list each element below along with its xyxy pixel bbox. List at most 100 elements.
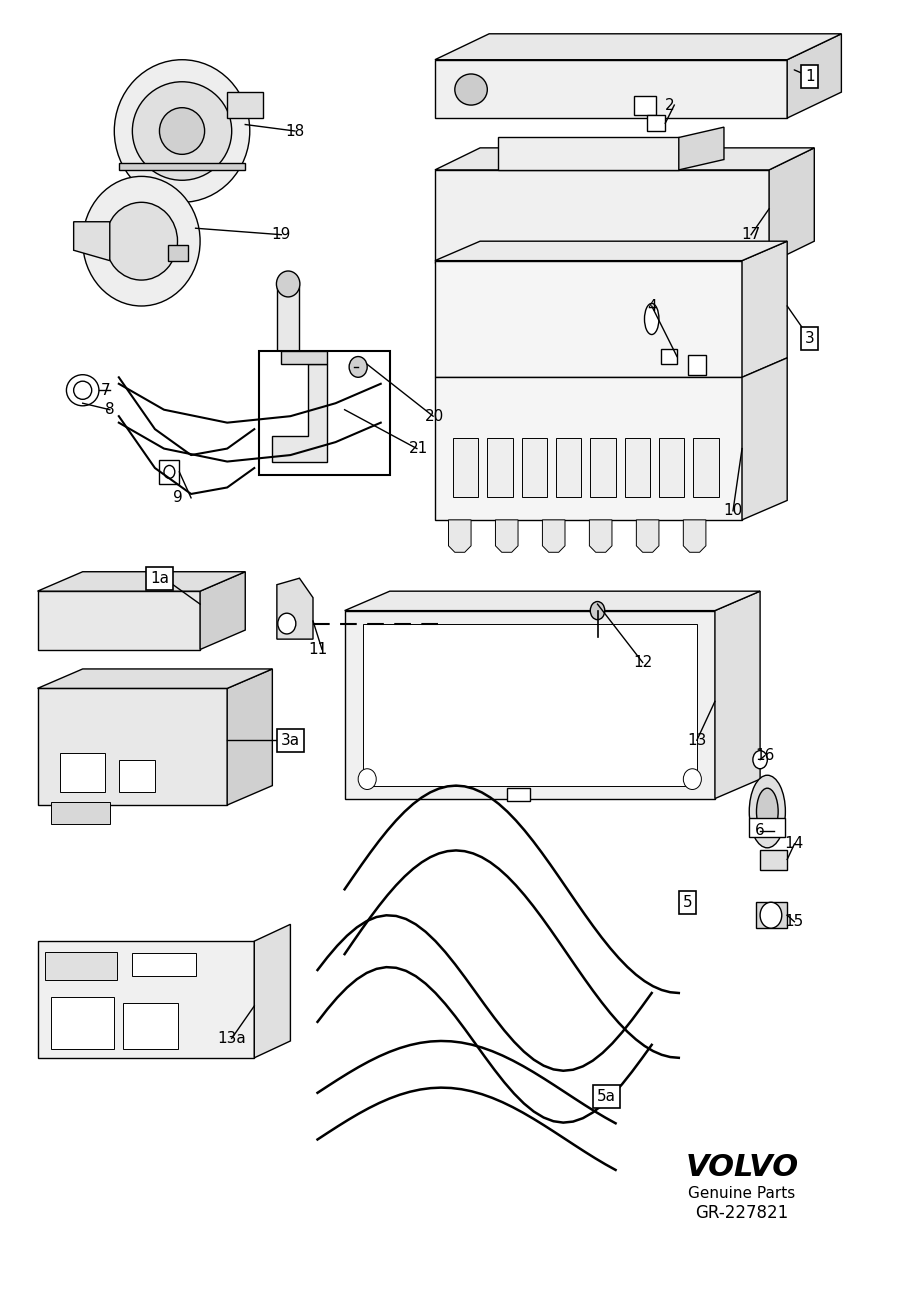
Polygon shape xyxy=(496,520,518,552)
Ellipse shape xyxy=(82,177,200,307)
Polygon shape xyxy=(679,127,724,170)
Polygon shape xyxy=(769,148,814,264)
Polygon shape xyxy=(543,520,565,552)
Text: 10: 10 xyxy=(723,503,743,518)
Ellipse shape xyxy=(591,601,604,620)
Polygon shape xyxy=(760,851,787,870)
Bar xyxy=(159,460,179,483)
Text: 4: 4 xyxy=(647,299,657,313)
Text: 17: 17 xyxy=(741,227,761,242)
Polygon shape xyxy=(37,572,246,591)
Bar xyxy=(119,760,155,792)
Text: 14: 14 xyxy=(785,837,804,851)
Bar xyxy=(647,116,665,131)
Ellipse shape xyxy=(66,374,99,405)
Ellipse shape xyxy=(164,465,175,478)
Polygon shape xyxy=(742,242,787,377)
Ellipse shape xyxy=(683,769,701,790)
Text: VOLVO: VOLVO xyxy=(686,1154,798,1182)
Ellipse shape xyxy=(276,271,300,297)
Text: 18: 18 xyxy=(285,123,304,139)
Bar xyxy=(507,788,530,801)
Text: 20: 20 xyxy=(425,409,445,423)
Bar xyxy=(693,438,718,496)
Polygon shape xyxy=(227,669,273,805)
Polygon shape xyxy=(435,242,787,261)
Ellipse shape xyxy=(349,356,367,377)
Text: 16: 16 xyxy=(755,748,775,764)
Polygon shape xyxy=(448,520,471,552)
Polygon shape xyxy=(590,520,612,552)
Polygon shape xyxy=(37,669,273,688)
Text: 7: 7 xyxy=(101,383,110,397)
Text: 15: 15 xyxy=(785,914,804,929)
Text: 3a: 3a xyxy=(281,733,300,748)
Bar xyxy=(659,438,684,496)
Polygon shape xyxy=(636,520,659,552)
Bar xyxy=(60,753,105,792)
Ellipse shape xyxy=(159,108,205,155)
Polygon shape xyxy=(37,591,200,650)
Bar xyxy=(227,92,264,118)
Bar xyxy=(259,351,390,474)
Text: 3: 3 xyxy=(805,331,814,346)
Text: GR-227821: GR-227821 xyxy=(696,1204,788,1222)
Bar xyxy=(522,438,547,496)
Bar xyxy=(633,96,656,116)
Polygon shape xyxy=(119,164,246,170)
Text: 2: 2 xyxy=(665,97,675,113)
Polygon shape xyxy=(344,611,715,799)
Ellipse shape xyxy=(73,381,92,399)
Text: 11: 11 xyxy=(308,642,327,657)
Polygon shape xyxy=(435,34,842,60)
Polygon shape xyxy=(742,357,787,520)
Polygon shape xyxy=(435,170,769,264)
Polygon shape xyxy=(277,578,313,639)
Polygon shape xyxy=(435,148,814,170)
Text: 19: 19 xyxy=(272,227,291,242)
Text: 13: 13 xyxy=(687,733,707,748)
Polygon shape xyxy=(200,572,246,650)
Polygon shape xyxy=(273,364,326,461)
Text: Genuine Parts: Genuine Parts xyxy=(689,1186,795,1202)
Text: 6: 6 xyxy=(756,824,765,838)
Bar xyxy=(169,246,188,261)
Ellipse shape xyxy=(753,751,767,769)
Ellipse shape xyxy=(105,203,178,281)
Bar xyxy=(132,952,196,976)
Polygon shape xyxy=(756,903,787,929)
Text: 1: 1 xyxy=(805,69,814,84)
Polygon shape xyxy=(277,287,300,403)
Polygon shape xyxy=(749,818,786,838)
Bar xyxy=(453,438,478,496)
Bar xyxy=(624,438,650,496)
Polygon shape xyxy=(51,803,110,825)
Text: 5a: 5a xyxy=(597,1089,616,1104)
Polygon shape xyxy=(282,351,326,364)
Bar xyxy=(688,355,706,374)
Text: 21: 21 xyxy=(409,442,429,456)
Polygon shape xyxy=(37,688,227,805)
Ellipse shape xyxy=(455,74,487,105)
Polygon shape xyxy=(715,591,760,799)
Polygon shape xyxy=(344,591,760,611)
Text: 1a: 1a xyxy=(150,570,169,586)
Polygon shape xyxy=(255,925,291,1057)
Polygon shape xyxy=(435,377,742,520)
Polygon shape xyxy=(73,222,110,261)
Polygon shape xyxy=(435,261,742,377)
Ellipse shape xyxy=(757,788,778,835)
Ellipse shape xyxy=(760,903,782,929)
Text: 8: 8 xyxy=(105,403,114,417)
Text: 13a: 13a xyxy=(217,1031,246,1046)
Ellipse shape xyxy=(644,304,659,335)
Bar xyxy=(660,348,677,364)
Ellipse shape xyxy=(132,82,232,181)
Ellipse shape xyxy=(749,776,786,848)
Bar xyxy=(591,438,615,496)
Polygon shape xyxy=(498,138,679,170)
Ellipse shape xyxy=(358,769,376,790)
Bar xyxy=(556,438,582,496)
Text: 12: 12 xyxy=(633,655,652,670)
Bar xyxy=(44,952,117,979)
